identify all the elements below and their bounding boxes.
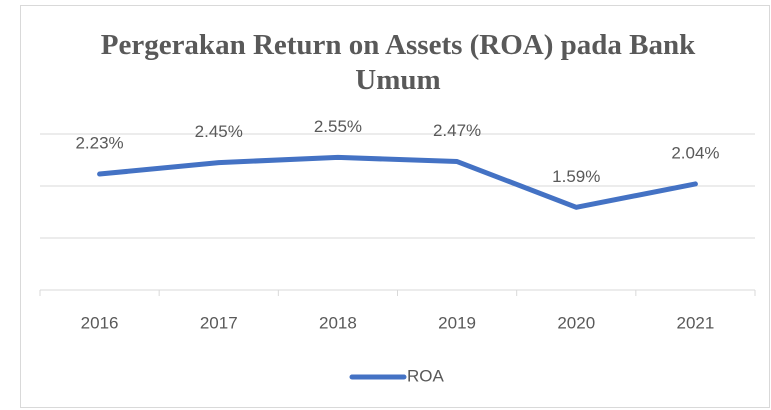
line [97, 154, 698, 210]
chart-title: Pergerakan Return on Assets (ROA) pada B… [100, 29, 696, 96]
x-tick-label: 2020 [557, 313, 595, 332]
x-tick-label: 2016 [81, 313, 119, 332]
legend-label: ROA [407, 366, 445, 385]
data-label: 2.04% [671, 143, 719, 162]
x-tick-label: 2017 [200, 313, 238, 332]
data-label: 2.45% [195, 122, 243, 141]
data-label: 2.55% [314, 117, 362, 136]
x-tick-label: 2019 [438, 313, 476, 332]
x-tick-label: 2021 [677, 313, 715, 332]
data-label: 2.23% [75, 134, 123, 153]
data-label: 2.47% [433, 121, 481, 140]
x-tick-label: 2018 [319, 313, 357, 332]
data-label: 1.59% [552, 167, 600, 186]
chart-border [20, 5, 770, 408]
